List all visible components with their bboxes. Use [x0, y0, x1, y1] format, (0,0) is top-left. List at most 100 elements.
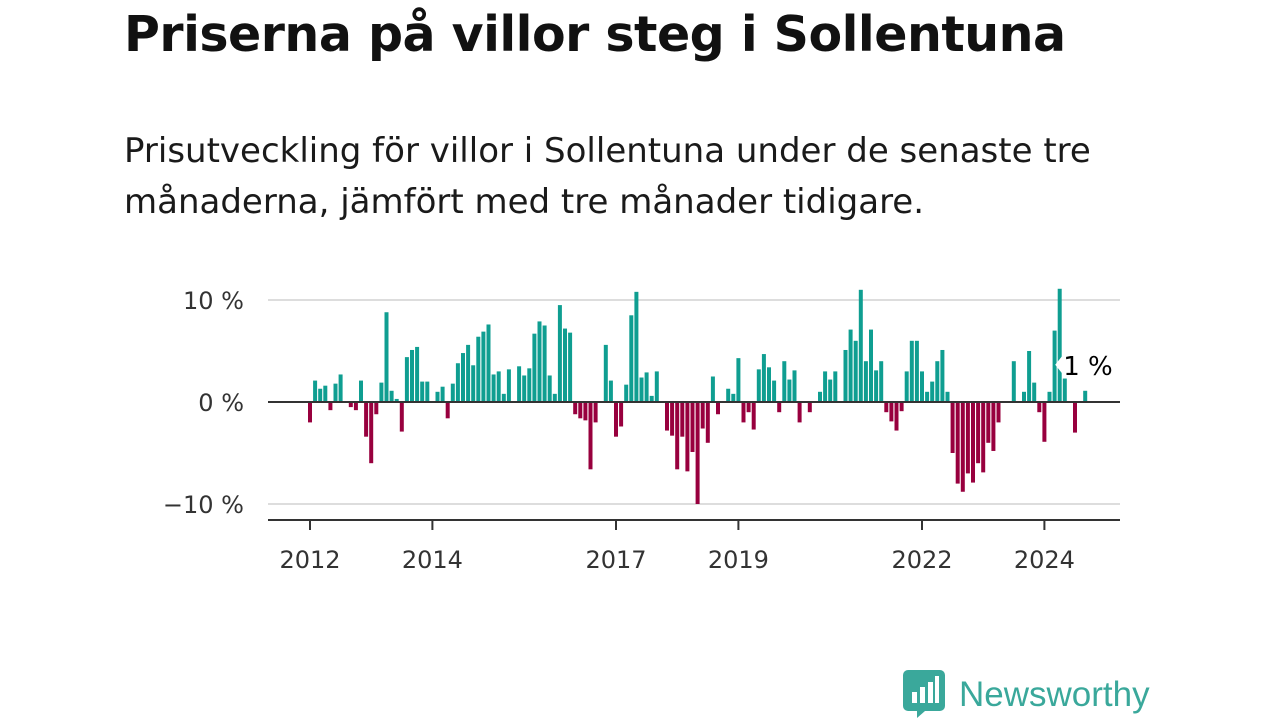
bar	[461, 353, 465, 402]
bar	[950, 402, 955, 453]
bar	[741, 402, 746, 423]
x-axis-ticks: 2012 2014 2017 2019 2022 2024	[279, 520, 1075, 574]
bar	[399, 402, 404, 432]
bar	[532, 333, 537, 402]
bar	[971, 402, 975, 483]
bar	[751, 402, 756, 430]
bar	[920, 371, 924, 402]
x-tick-label: 2024	[1014, 546, 1075, 574]
bar	[731, 393, 736, 402]
bar	[578, 402, 583, 419]
bar	[583, 402, 588, 421]
x-tick-label: 2012	[279, 546, 340, 574]
bar	[527, 368, 532, 402]
bar	[777, 402, 782, 413]
bar	[568, 332, 573, 402]
bar	[675, 402, 680, 470]
bar	[761, 354, 766, 402]
annotation-pointer	[1055, 354, 1064, 375]
bar	[889, 402, 894, 422]
bar	[481, 331, 486, 402]
bar	[501, 393, 506, 402]
bar	[935, 361, 940, 402]
bar	[394, 398, 399, 402]
bar	[1022, 391, 1026, 402]
bar	[466, 344, 471, 402]
bar	[603, 344, 608, 402]
bar	[1037, 402, 1042, 413]
bar	[904, 371, 909, 402]
bar	[404, 357, 409, 402]
bar	[542, 325, 547, 402]
x-tick-label: 2022	[891, 546, 952, 574]
newsworthy-logo: Newsworthy	[903, 670, 1150, 718]
bar	[644, 372, 649, 402]
x-tick-label: 2014	[402, 546, 463, 574]
bar	[716, 402, 720, 415]
bar	[874, 370, 879, 402]
annotation-layer: 1 %	[1055, 349, 1116, 385]
bar	[359, 380, 363, 402]
bar	[608, 380, 613, 402]
bar	[614, 402, 618, 437]
bar	[879, 361, 884, 402]
bar	[654, 371, 659, 402]
x-tick-label: 2017	[585, 546, 646, 574]
bar	[389, 390, 394, 402]
bar	[782, 361, 787, 402]
newsworthy-logo-icon	[903, 670, 945, 718]
bar	[823, 371, 828, 402]
bar	[374, 402, 379, 415]
grid-layer	[268, 299, 1120, 505]
bar	[996, 402, 1001, 423]
bar	[313, 380, 318, 402]
bar	[685, 402, 690, 472]
x-tick-label: 2019	[708, 546, 769, 574]
chart-subtitle: Prisutveckling för villor i Sollentuna u…	[124, 131, 1091, 222]
bar	[318, 388, 323, 402]
bar	[338, 374, 343, 402]
bar	[639, 377, 644, 402]
bar	[353, 402, 358, 411]
bar	[1011, 361, 1016, 402]
bar	[348, 402, 353, 408]
bar	[746, 402, 751, 413]
bar	[848, 329, 853, 402]
bar	[869, 329, 873, 402]
bar	[593, 402, 598, 423]
bar	[369, 402, 374, 464]
bar	[1027, 351, 1032, 402]
bar	[486, 324, 491, 402]
bar	[333, 383, 338, 402]
chart-title: Priserna på villor steg i Sollentuna	[124, 6, 1066, 63]
bar	[557, 305, 562, 402]
y-axis-labels: 10 % 0 % −10 %	[163, 287, 244, 519]
bar	[445, 402, 450, 419]
bar	[914, 340, 919, 402]
bar	[649, 395, 654, 402]
annotation-label: 1 %	[1063, 352, 1113, 382]
bar	[899, 402, 904, 412]
bar	[547, 375, 552, 402]
bar	[308, 402, 312, 423]
bar	[328, 402, 333, 411]
bar	[925, 391, 930, 402]
bar	[690, 402, 695, 452]
bar	[450, 383, 455, 402]
bars-layer	[308, 288, 1088, 504]
bar	[700, 402, 705, 429]
bar	[756, 369, 761, 402]
bar	[496, 371, 501, 402]
bar	[517, 366, 522, 402]
bar	[1083, 390, 1088, 402]
bar	[909, 340, 914, 402]
bar	[833, 371, 838, 402]
bar	[573, 402, 578, 415]
bar	[476, 336, 481, 402]
bar	[863, 361, 868, 402]
bar	[940, 349, 945, 402]
bar	[624, 384, 629, 402]
bar	[506, 369, 511, 402]
bar	[843, 349, 848, 402]
